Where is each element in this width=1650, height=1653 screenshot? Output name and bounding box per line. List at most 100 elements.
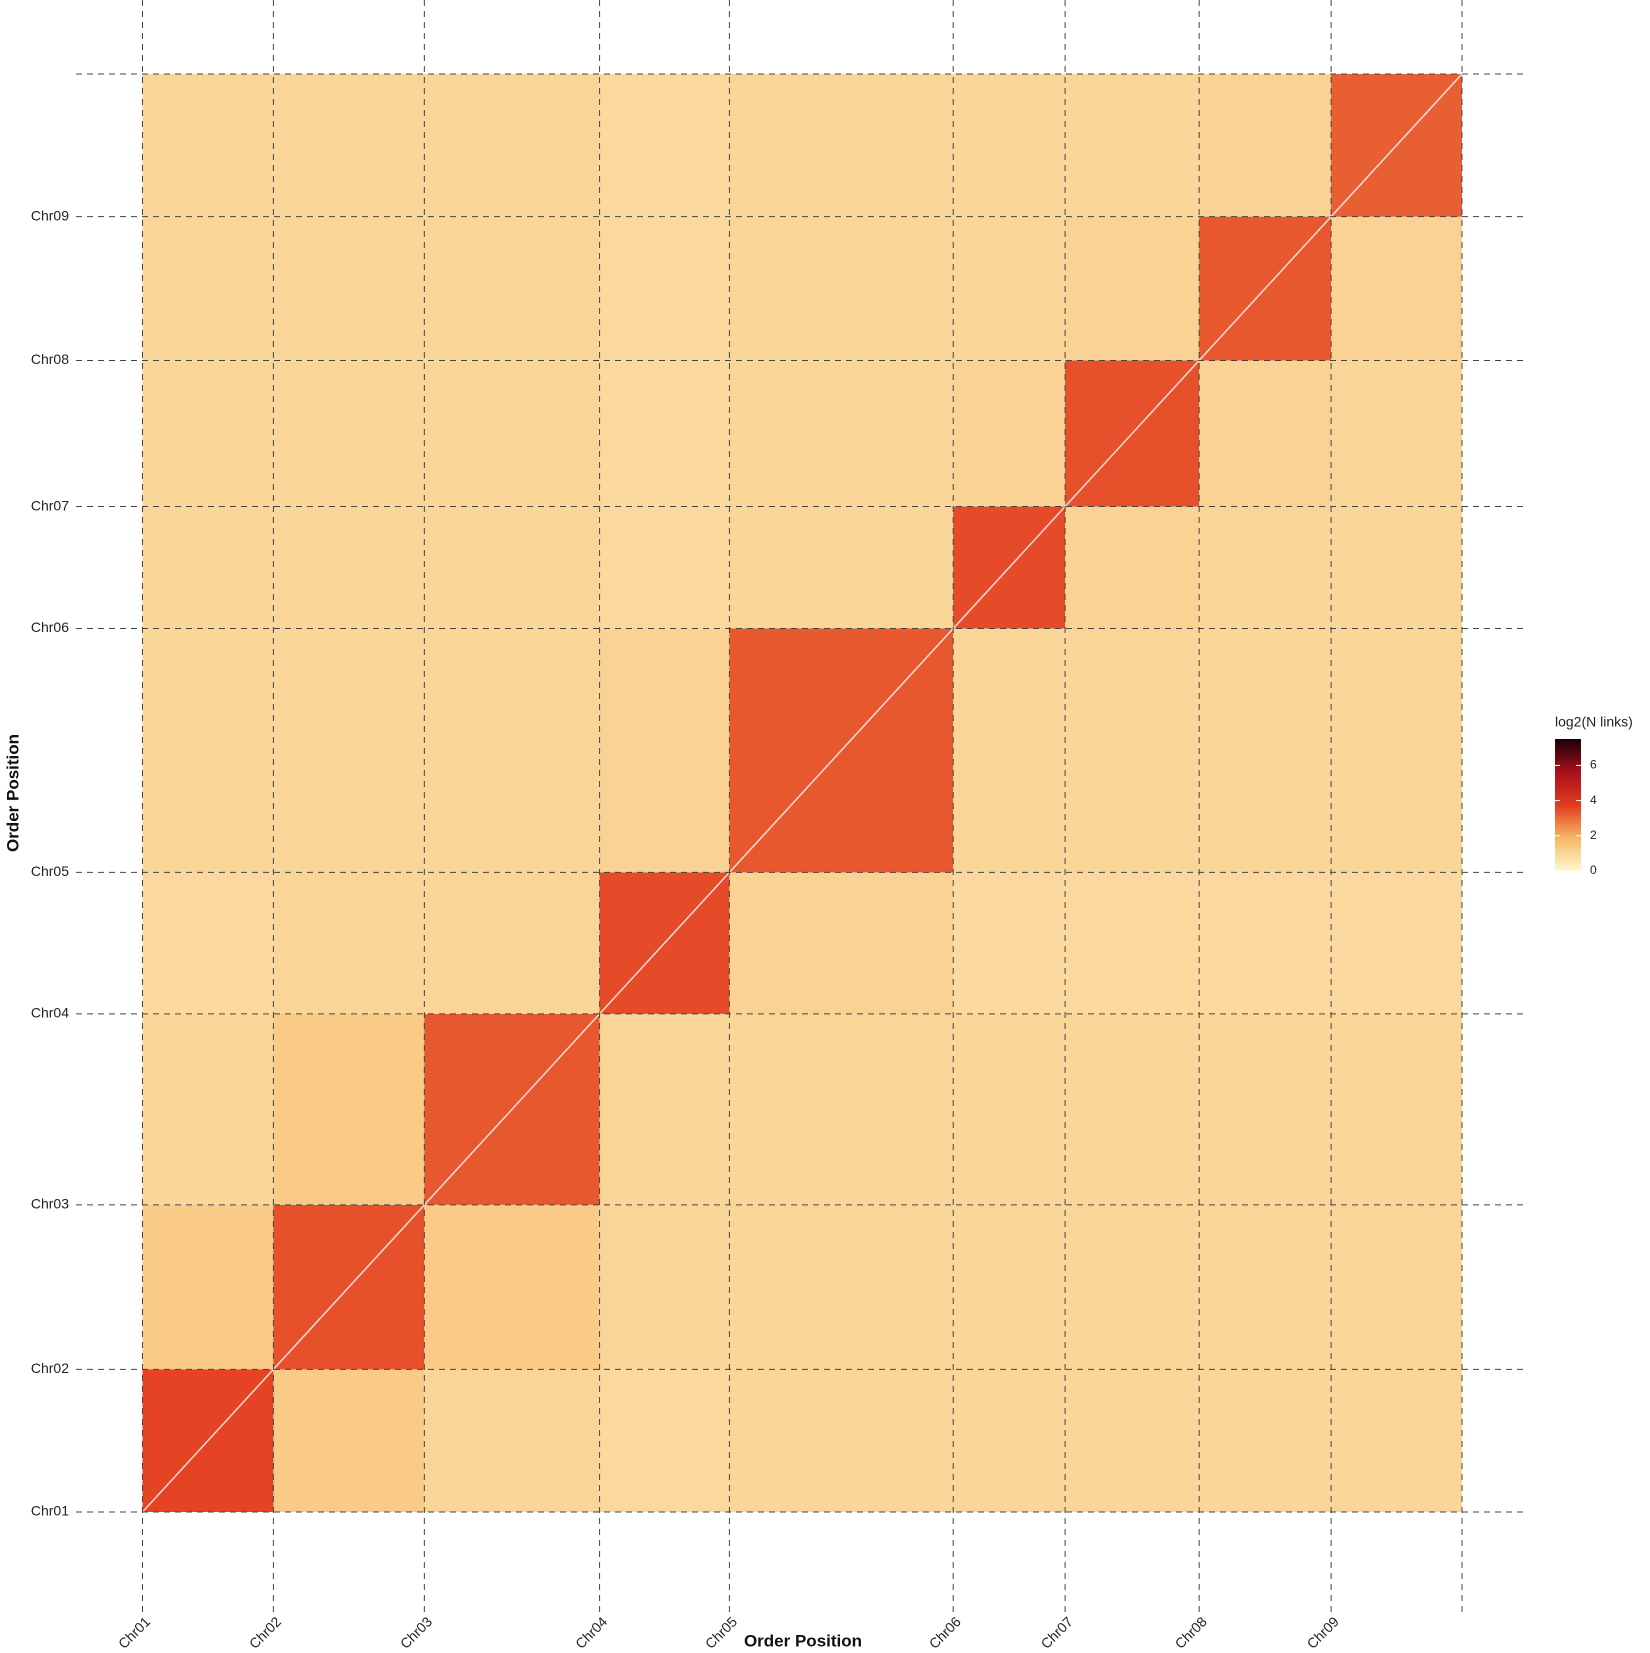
colorbar-tick-label: 2 — [1590, 828, 1597, 842]
diagonal — [141, 73, 1463, 1513]
heatmap-cell — [599, 628, 730, 873]
heatmap-cell — [142, 216, 274, 361]
y-tick-label: Chr09 — [31, 207, 69, 223]
heatmap-cell — [1199, 1204, 1332, 1370]
heatmap-cell — [729, 506, 954, 629]
heatmap-cell — [1331, 872, 1462, 1014]
heatmap-cell — [1199, 506, 1332, 629]
heatmap-cell — [729, 1013, 954, 1205]
heatmap-cell — [1199, 1013, 1332, 1205]
heatmap-cell — [142, 74, 274, 217]
colorbar-tick-label: 0 — [1590, 863, 1597, 877]
heatmap-cell — [729, 1204, 954, 1370]
x-tick-label: Chr04 — [572, 1613, 610, 1651]
y-axis-title: Order Position — [3, 734, 22, 852]
heatmap-cell — [953, 1369, 1066, 1512]
colorbar-title: log2(N links) — [1555, 714, 1633, 730]
heatmap-cell — [142, 872, 274, 1014]
heatmap-cell — [953, 1013, 1066, 1205]
y-tick-label: Chr07 — [31, 497, 69, 513]
x-axis-title: Order Position — [744, 1631, 862, 1650]
colorbar — [1555, 739, 1581, 871]
colorbar-tick-label: 4 — [1590, 793, 1597, 807]
heatmap-cell — [1199, 74, 1332, 217]
heatmap-cell — [273, 360, 425, 507]
heatmap-cell — [1065, 216, 1200, 361]
x-tick-label: Chr08 — [1172, 1613, 1210, 1651]
heatmap-cell — [1199, 1369, 1332, 1512]
heatmap-cell — [599, 506, 730, 629]
heatmap-cell — [1199, 628, 1332, 873]
heatmap-cell — [599, 1204, 730, 1370]
heatmap-cell — [1331, 1013, 1462, 1205]
heatmap-cell — [729, 216, 954, 361]
heatmap-cell — [953, 74, 1066, 217]
heatmap-cell — [599, 216, 730, 361]
heatmap-cell — [1065, 1204, 1200, 1370]
y-tick-label: Chr01 — [31, 1503, 69, 1519]
heatmap-cell — [273, 74, 425, 217]
x-tick-label: Chr09 — [1304, 1613, 1342, 1651]
heatmap-cell — [424, 360, 600, 507]
heatmap-cell — [142, 1013, 274, 1205]
y-tick-label: Chr05 — [31, 863, 69, 879]
heatmap-cell — [953, 216, 1066, 361]
heatmap-cell — [729, 1369, 954, 1512]
heatmap-cell — [273, 872, 425, 1014]
heatmap-cell — [424, 1369, 600, 1512]
heatmap-cell — [273, 628, 425, 873]
heatmap-cell — [953, 872, 1066, 1014]
heatmap-cell — [142, 628, 274, 873]
heatmap-cell — [424, 872, 600, 1014]
heatmap-cell — [1331, 360, 1462, 507]
x-tick-label: Chr05 — [702, 1613, 740, 1651]
heatmap-cell — [599, 1369, 730, 1512]
heatmap-cell — [1065, 1013, 1200, 1205]
heatmap-cell — [424, 216, 600, 361]
heatmap-cell — [953, 628, 1066, 873]
heatmap-cell — [1331, 506, 1462, 629]
heatmap-cell — [1065, 628, 1200, 873]
heatmap-cell — [424, 1204, 600, 1370]
y-tick-label: Chr02 — [31, 1360, 69, 1376]
heatmap-cell — [273, 1013, 425, 1205]
heatmap-cell — [142, 506, 274, 629]
heatmap-cell — [1331, 1204, 1462, 1370]
y-tick-label: Chr04 — [31, 1005, 69, 1021]
heatmap-cell — [424, 506, 600, 629]
y-tick-label: Chr06 — [31, 619, 69, 635]
heatmap-cell — [1331, 216, 1462, 361]
heatmap-cell — [273, 216, 425, 361]
heatmap-cell — [599, 74, 730, 217]
x-tick-label: Chr02 — [246, 1613, 284, 1651]
x-tick-label: Chr07 — [1038, 1613, 1076, 1651]
heatmap-cell — [599, 1013, 730, 1205]
heatmap-cell — [1199, 360, 1332, 507]
x-tick-label: Chr03 — [397, 1613, 435, 1651]
heatmap-cell — [1065, 74, 1200, 217]
heatmap-cell — [1065, 1369, 1200, 1512]
heatmap-cell — [424, 628, 600, 873]
heatmap-cell — [1331, 1369, 1462, 1512]
heatmap-cell — [142, 1204, 274, 1370]
heatmap-cell — [1199, 872, 1332, 1014]
y-tick-label: Chr03 — [31, 1196, 69, 1212]
heatmap-cell — [729, 360, 954, 507]
heatmap-cell — [273, 506, 425, 629]
heatmap-cell — [729, 74, 954, 217]
x-tick-label: Chr01 — [115, 1613, 153, 1651]
heatmap-cell — [953, 1204, 1066, 1370]
heatmap-cell — [142, 360, 274, 507]
heatmap-cell — [729, 872, 954, 1014]
heatmap-cell — [599, 360, 730, 507]
heatmap-cell — [273, 1369, 425, 1512]
heatmap-cell — [1065, 872, 1200, 1014]
x-tick-label: Chr06 — [926, 1613, 964, 1651]
heatmap-cell — [1065, 506, 1200, 629]
colorbar-tick-label: 6 — [1590, 758, 1597, 772]
heatmap-cell — [424, 74, 600, 217]
y-tick-label: Chr08 — [31, 351, 69, 367]
heatmap-cell — [1331, 628, 1462, 873]
